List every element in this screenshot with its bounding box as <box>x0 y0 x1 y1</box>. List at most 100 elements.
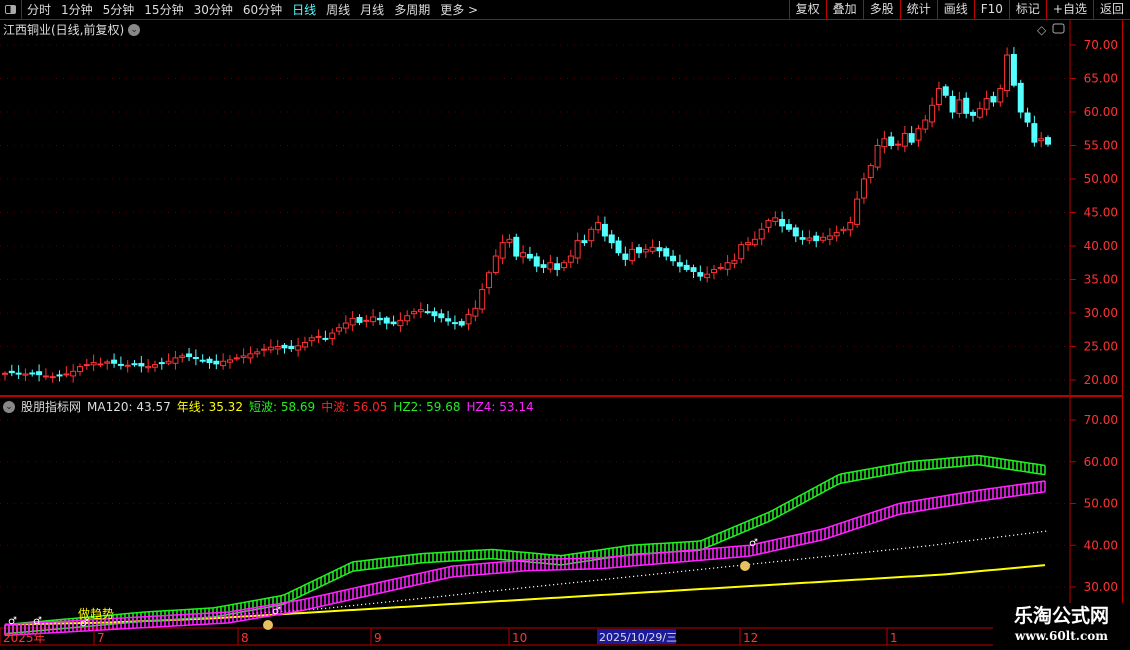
ma120-dot <box>393 600 395 602</box>
ma120-dot <box>461 593 463 595</box>
ma120-dot <box>917 546 919 548</box>
toolbar-button-6[interactable]: 标记 <box>1008 0 1046 19</box>
ma120-dot <box>877 550 879 552</box>
indicator-value-4: HZ2: 59.68 <box>393 400 460 414</box>
period-tab-9[interactable]: 多周期 <box>394 3 431 17</box>
ma120-dot <box>697 569 699 571</box>
candle-body <box>731 260 738 264</box>
toolbar-button-8[interactable]: 返回 <box>1092 0 1130 19</box>
ma120-dot <box>373 602 375 604</box>
ma120-dot <box>729 565 731 568</box>
period-tab-2[interactable]: 5分钟 <box>102 3 135 17</box>
candle-body <box>601 223 608 237</box>
toolbar-button-2[interactable]: 多股 <box>862 0 900 19</box>
ma120-dot <box>625 576 627 578</box>
ma120-dot <box>945 543 947 545</box>
period-tab-6[interactable]: 日线 <box>292 3 317 17</box>
candle-body <box>833 232 840 237</box>
candle-body <box>363 319 370 322</box>
candle-body <box>267 346 274 351</box>
toolbar-button-4[interactable]: 画线 <box>936 0 974 19</box>
ma120-dot <box>629 576 631 578</box>
ma120-dot <box>357 604 359 606</box>
ma120-dot <box>857 552 859 554</box>
ma120-dot <box>553 584 555 586</box>
candle-body <box>111 359 118 364</box>
candle-body <box>1045 137 1051 145</box>
candle-body <box>874 145 881 168</box>
candle-body <box>458 321 465 326</box>
period-tab-8[interactable]: 月线 <box>360 3 385 17</box>
ma120-dot <box>417 598 419 600</box>
indicator-value-5: HZ4: 53.14 <box>467 400 534 414</box>
ma120-dot <box>869 551 871 553</box>
candle-body <box>76 366 83 373</box>
ma120-dot <box>597 579 599 581</box>
ma120-dot <box>885 549 887 551</box>
ma120-dot <box>605 578 607 580</box>
candle-body <box>42 375 49 378</box>
ma120-dot <box>457 594 459 596</box>
candle-body <box>608 234 615 244</box>
panel-toggle-icon[interactable] <box>0 0 22 19</box>
toolbar-button-3[interactable]: 统计 <box>899 0 937 19</box>
candle-body <box>840 228 847 232</box>
candle-body <box>847 222 854 231</box>
period-tab-5[interactable]: 60分钟 <box>242 3 283 17</box>
ma120-dot <box>537 585 539 587</box>
ma120-dot <box>881 550 883 552</box>
toolbar-button-0[interactable]: 复权 <box>788 0 826 19</box>
period-tab-10[interactable]: 更多 > <box>440 3 479 17</box>
candle-body <box>792 227 799 237</box>
side-panel-strip[interactable] <box>1122 20 1130 650</box>
ma120-dot <box>317 608 319 610</box>
toolbar-button-5[interactable]: F10 <box>973 0 1009 19</box>
ma120-dot <box>1001 536 1003 538</box>
candle-body <box>247 353 254 359</box>
ma120-dot <box>649 574 651 576</box>
candle-body <box>1010 54 1017 86</box>
toolbar-button-7[interactable]: +自选 <box>1045 0 1093 19</box>
indicator-number: 35.32 <box>208 400 243 414</box>
ma120-dot <box>849 553 851 555</box>
y-tick-label: 40.00 <box>1084 239 1118 253</box>
candle-body <box>676 262 683 267</box>
male-symbol-icon: ♂ <box>33 616 42 627</box>
candle-body <box>526 253 533 259</box>
ma120-dot <box>361 604 363 606</box>
period-tab-3[interactable]: 15分钟 <box>144 3 184 17</box>
candle-body <box>70 370 77 377</box>
ma120-dot <box>1045 530 1047 532</box>
ma120-dot <box>757 562 759 565</box>
ma120-dot <box>353 604 355 607</box>
ma120-dot <box>329 607 331 609</box>
candle-body <box>445 318 452 322</box>
ma120-dot <box>693 569 695 571</box>
period-tab-1[interactable]: 1分钟 <box>61 3 93 17</box>
ma120-dot <box>637 575 639 577</box>
chevron-down-icon[interactable]: ⌄ <box>3 400 15 413</box>
chevron-down-icon[interactable]: ⌄ <box>128 23 141 36</box>
period-tab-4[interactable]: 30分钟 <box>193 3 233 17</box>
candle-body <box>554 263 561 270</box>
candle-body <box>342 322 349 329</box>
ma120-dot <box>409 599 411 601</box>
ma120-dot <box>593 579 595 582</box>
indicator-name[interactable]: 股朋指标网 <box>21 400 82 414</box>
ma120-dot <box>1009 535 1011 537</box>
ma120-dot <box>801 558 803 560</box>
candle-body <box>322 337 329 340</box>
candle-body <box>56 374 63 377</box>
candle-body <box>131 363 138 366</box>
candle-body <box>595 222 602 231</box>
period-tab-0[interactable]: 分时 <box>27 3 52 17</box>
candle-body <box>1038 138 1045 142</box>
candle-body <box>990 96 997 103</box>
toolbar-button-1[interactable]: 叠加 <box>825 0 863 19</box>
period-tab-7[interactable]: 周线 <box>326 3 351 17</box>
ma120-dot <box>845 553 847 555</box>
candle-body <box>983 98 990 110</box>
watermark-url: www.60lt.com <box>1015 629 1108 643</box>
candle-body <box>901 132 908 147</box>
